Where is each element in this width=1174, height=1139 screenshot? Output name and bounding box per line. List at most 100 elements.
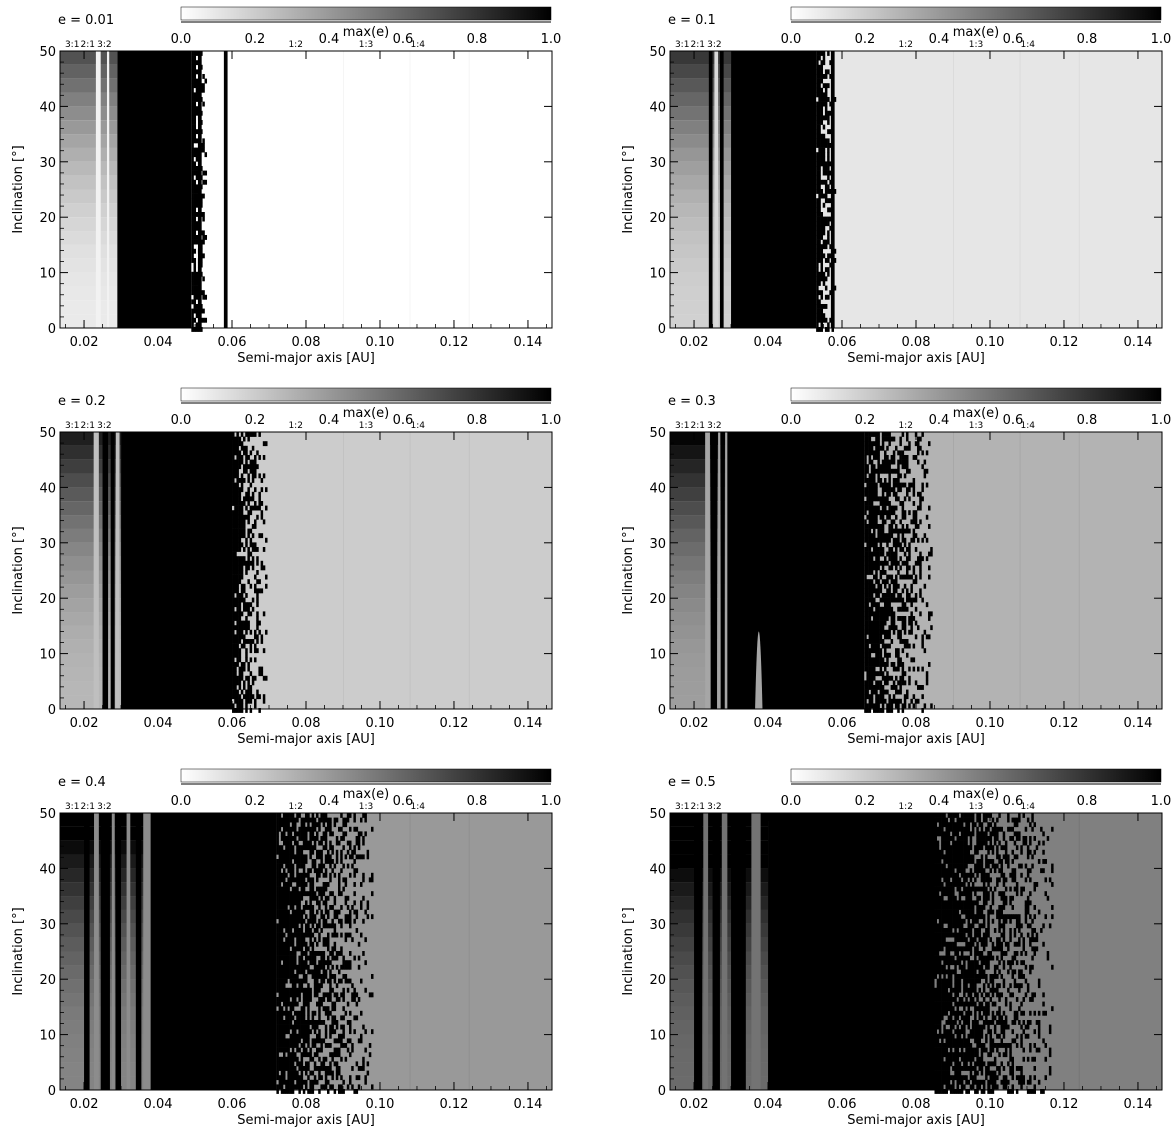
heatmap-chaotic-cell (200, 97, 203, 102)
heatmap-inner-band (60, 78, 118, 93)
heatmap-chaotic-cell (305, 1038, 308, 1044)
heatmap-chaotic-cell (816, 64, 819, 70)
heatmap-chaotic-cell (897, 680, 900, 686)
heatmap-chaotic-cell (311, 895, 315, 901)
heatmap-chaotic-cell (232, 593, 235, 598)
heatmap-chaotic-cell (353, 882, 356, 887)
heatmap-chaotic-cell (818, 327, 821, 332)
heatmap-chaotic-cell (899, 455, 902, 460)
heatmap-chaotic-cell (873, 620, 876, 626)
heatmap-chaotic-cell (234, 662, 237, 667)
heatmap-chaotic-cell (311, 1024, 315, 1030)
heatmap-chaotic-cell (307, 1006, 310, 1012)
heatmap-chaotic-cell (908, 445, 911, 451)
heatmap-chaotic-cell (873, 597, 876, 603)
heatmap-chaotic-cell (903, 459, 907, 465)
heatmap-chaotic-cell (831, 221, 835, 227)
heatmap-chaotic-cell (236, 519, 239, 525)
heatmap-chaotic-cell (820, 189, 824, 194)
heatmap-chaotic-cell (938, 960, 942, 966)
heatmap-chaotic-cell (945, 859, 948, 864)
heatmap-chaotic-cell (300, 951, 304, 956)
heatmap-chaotic-cell (818, 51, 821, 56)
heatmap-chaotic-cell (827, 170, 830, 176)
heatmap-chaotic-cell (324, 817, 328, 823)
heatmap-chaotic-cell (820, 64, 824, 70)
heatmap-chaotic-cell (967, 905, 970, 910)
heatmap-chaotic-cell (877, 708, 880, 713)
heatmap-chaotic-cell (311, 859, 315, 864)
heatmap-chaotic-cell (236, 432, 239, 437)
heatmap-chaotic-cell (191, 92, 194, 98)
heatmap-light-strip (106, 51, 110, 328)
heatmap-chaotic-cell (294, 877, 297, 883)
heatmap-chaotic-cell (265, 583, 268, 589)
heatmap-chaotic-cell (287, 1029, 290, 1035)
heatmap-chaotic-cell (302, 822, 306, 828)
heatmap-chaotic-cell (881, 689, 885, 695)
heatmap-chaotic-cell (276, 1075, 279, 1081)
heatmap-chaotic-cell (289, 932, 293, 938)
heatmap-chaotic-cell (919, 505, 922, 511)
colorbar-tick-label: 0.2 (855, 32, 876, 47)
heatmap-chaotic-cell (936, 969, 940, 975)
heatmap-chaotic-cell (240, 478, 244, 483)
heatmap-chaotic-cell (914, 524, 918, 529)
heatmap-chaotic-cell (960, 905, 964, 910)
colorbar-frame (180, 6, 552, 21)
heatmap-chaotic-cell (322, 886, 326, 892)
heatmap-chaotic-cell (193, 216, 197, 222)
heatmap-chaotic-cell (278, 1001, 282, 1007)
heatmap-chaotic-cell (294, 822, 297, 828)
colorbar-gradient (181, 769, 551, 782)
heatmap-chaotic-cell (954, 978, 957, 984)
heatmap-chaotic-cell (240, 588, 244, 594)
heatmap-chaotic-cell (919, 551, 922, 557)
heatmap-chaotic-cell (923, 703, 927, 709)
heatmap-chaotic-cell (193, 101, 197, 107)
heatmap-chaotic-cell (329, 822, 332, 828)
heatmap-chaotic-cell (285, 923, 288, 929)
heatmap-chaotic-cell (300, 1061, 304, 1067)
heatmap-chaotic-cell (875, 524, 878, 529)
heatmap-chaotic-cell (298, 1047, 301, 1053)
heatmap-chaotic-cell (362, 1061, 365, 1067)
heatmap-chaotic-cell (344, 960, 348, 966)
heatmap-chaotic-cell (956, 882, 959, 887)
heatmap-chaotic-cell (822, 193, 826, 199)
heatmap-chaotic-cell (249, 657, 253, 663)
heatmap-chaotic-cell (890, 574, 894, 580)
heatmap-chaotic-cell (934, 826, 937, 832)
heatmap-chaotic-cell (327, 822, 330, 828)
heatmap-chaotic-cell (234, 689, 237, 695)
heatmap-chaotic-cell (881, 671, 885, 677)
heatmap-chaotic-cell (278, 1075, 282, 1081)
heatmap-chaotic-cell (912, 616, 916, 621)
heatmap-chaotic-cell (309, 1056, 312, 1062)
heatmap-chaotic-cell (285, 813, 288, 818)
heatmap-chaotic-cell (240, 634, 244, 640)
heatmap-chaotic-cell (816, 202, 819, 208)
heatmap-chaotic-cell (278, 969, 282, 975)
heatmap-chaotic-cell (333, 974, 337, 979)
heatmap-chaotic-cell (289, 1075, 293, 1081)
colorbar-tick-label: 1.0 (1151, 32, 1172, 47)
heatmap-chaotic-cell (283, 859, 286, 864)
heatmap-chaotic-cell (355, 992, 359, 998)
heatmap-chaotic-cell (958, 960, 962, 966)
heatmap-chaotic-cell (324, 836, 328, 841)
heatmap-chaotic-cell (818, 138, 821, 144)
heatmap-chaotic-cell (236, 487, 239, 493)
heatmap-chaotic-cell (827, 221, 830, 227)
heatmap-chaotic-cell (191, 308, 194, 314)
heatmap-chaotic-cell (886, 574, 889, 580)
heatmap-chaotic-cell (234, 473, 237, 479)
heatmap-chaotic-cell (954, 1075, 957, 1081)
heatmap-chaotic-cell (901, 514, 905, 520)
heatmap-chaotic-cell (285, 960, 288, 966)
heatmap-chaotic-cell (877, 639, 880, 644)
heatmap-chaotic-cell (280, 1033, 284, 1039)
heatmap-chaotic-cell (254, 583, 257, 589)
heatmap-chaotic-cell (232, 468, 235, 474)
heatmap-chaotic-cell (232, 675, 235, 681)
